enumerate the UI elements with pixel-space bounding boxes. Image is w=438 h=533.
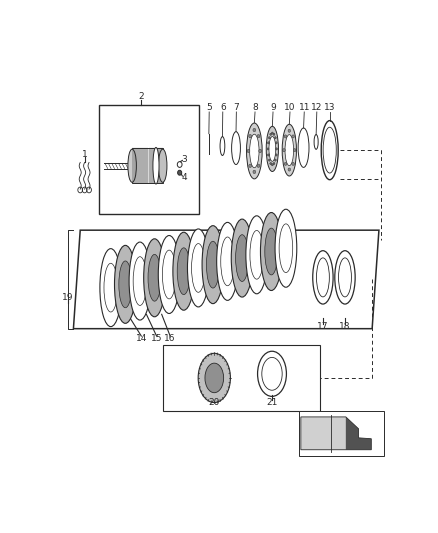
Text: 11: 11	[298, 102, 310, 111]
Bar	[132, 148, 162, 183]
Circle shape	[257, 134, 260, 138]
Ellipse shape	[100, 248, 122, 327]
Ellipse shape	[250, 230, 264, 279]
Ellipse shape	[247, 123, 262, 179]
Circle shape	[270, 163, 272, 165]
Circle shape	[276, 142, 277, 144]
Text: 16: 16	[164, 334, 176, 343]
Ellipse shape	[114, 245, 136, 324]
Circle shape	[276, 148, 278, 150]
Ellipse shape	[159, 149, 167, 182]
Circle shape	[268, 154, 269, 156]
Text: 14: 14	[136, 334, 147, 343]
Ellipse shape	[133, 257, 147, 305]
Text: 4: 4	[182, 173, 187, 182]
Text: 6: 6	[220, 102, 226, 111]
Ellipse shape	[177, 248, 190, 295]
Circle shape	[292, 135, 294, 138]
Circle shape	[292, 163, 294, 165]
Circle shape	[178, 170, 182, 175]
Ellipse shape	[265, 228, 278, 275]
Ellipse shape	[162, 250, 176, 299]
Text: 15: 15	[151, 334, 162, 343]
Text: 1: 1	[82, 150, 88, 159]
Circle shape	[249, 164, 251, 167]
Text: 21: 21	[266, 398, 278, 407]
Ellipse shape	[129, 242, 151, 320]
Circle shape	[288, 168, 290, 171]
Ellipse shape	[285, 135, 293, 166]
Circle shape	[288, 129, 290, 132]
Text: 8: 8	[252, 102, 258, 111]
Ellipse shape	[198, 353, 230, 402]
Ellipse shape	[191, 244, 205, 292]
Circle shape	[284, 163, 287, 165]
Text: 13: 13	[324, 102, 336, 111]
Ellipse shape	[221, 237, 234, 286]
Ellipse shape	[279, 224, 293, 272]
Circle shape	[272, 164, 273, 166]
Ellipse shape	[217, 222, 238, 301]
Ellipse shape	[246, 216, 268, 294]
Text: 12: 12	[311, 102, 322, 111]
Text: 2: 2	[138, 92, 144, 101]
Ellipse shape	[148, 254, 161, 301]
Circle shape	[257, 164, 260, 167]
Text: 19: 19	[62, 293, 74, 302]
Circle shape	[253, 128, 256, 132]
Ellipse shape	[202, 225, 224, 304]
Circle shape	[284, 135, 287, 138]
Ellipse shape	[119, 261, 132, 308]
Ellipse shape	[275, 209, 297, 287]
Text: 5: 5	[206, 102, 212, 111]
Text: 17: 17	[317, 322, 328, 331]
Circle shape	[275, 159, 276, 161]
Ellipse shape	[236, 235, 249, 281]
Ellipse shape	[173, 232, 194, 310]
Circle shape	[273, 163, 275, 165]
Circle shape	[272, 132, 273, 134]
Circle shape	[275, 136, 276, 139]
Text: 9: 9	[270, 102, 276, 111]
Circle shape	[268, 142, 269, 144]
Ellipse shape	[144, 239, 166, 317]
Ellipse shape	[282, 124, 297, 176]
Ellipse shape	[153, 148, 159, 184]
Polygon shape	[301, 417, 371, 450]
Circle shape	[276, 154, 277, 156]
Text: 3: 3	[181, 155, 187, 164]
Ellipse shape	[205, 363, 224, 393]
Polygon shape	[346, 417, 371, 450]
Circle shape	[268, 136, 270, 139]
Circle shape	[253, 170, 256, 174]
Bar	[299, 411, 384, 456]
Circle shape	[267, 148, 269, 150]
Circle shape	[270, 133, 272, 135]
Circle shape	[259, 149, 261, 152]
Circle shape	[273, 133, 275, 135]
Ellipse shape	[104, 263, 117, 312]
Ellipse shape	[158, 236, 180, 313]
Ellipse shape	[187, 229, 209, 307]
Ellipse shape	[206, 241, 219, 288]
Ellipse shape	[128, 149, 136, 182]
Ellipse shape	[231, 219, 253, 297]
Ellipse shape	[269, 136, 276, 161]
Bar	[99, 105, 199, 214]
Ellipse shape	[250, 134, 259, 168]
Circle shape	[249, 134, 251, 138]
Text: 10: 10	[284, 102, 296, 111]
Bar	[163, 345, 319, 411]
Text: 18: 18	[339, 322, 351, 331]
Text: 7: 7	[233, 102, 239, 111]
Circle shape	[283, 149, 285, 152]
Text: 20: 20	[208, 398, 220, 407]
Polygon shape	[74, 230, 379, 329]
Ellipse shape	[266, 126, 279, 172]
Circle shape	[268, 159, 270, 161]
Circle shape	[247, 149, 250, 152]
Ellipse shape	[261, 213, 282, 290]
Circle shape	[293, 149, 296, 152]
